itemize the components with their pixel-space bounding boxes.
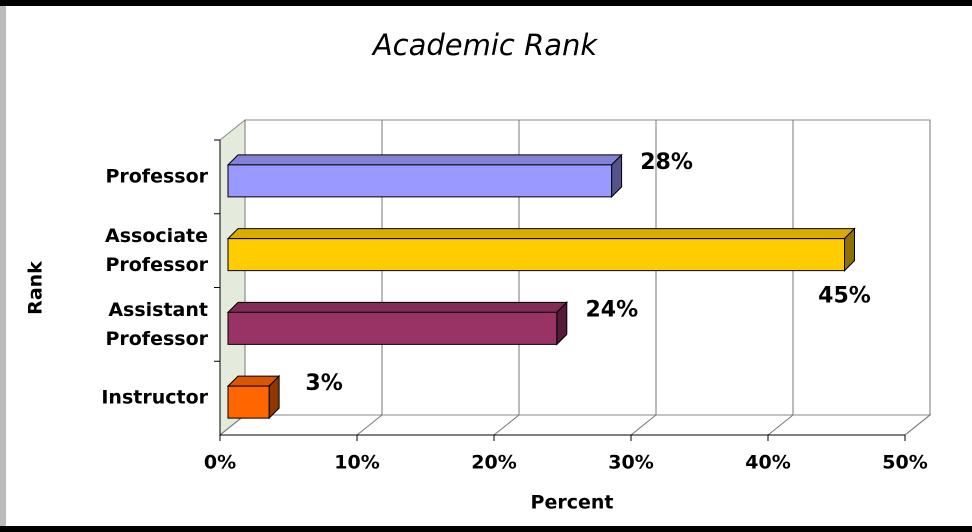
x-tick-label: 10% (334, 452, 379, 474)
bar (227, 164, 613, 198)
data-label: 3% (305, 371, 342, 396)
bar-top (226, 228, 856, 240)
floor (218, 414, 932, 436)
x-tick-label: 0% (204, 452, 236, 474)
y-tick-label: Instructor (101, 387, 208, 409)
data-label: 24% (585, 297, 638, 322)
floor-line (630, 414, 657, 436)
data-label: 45% (818, 284, 871, 309)
bar (227, 311, 558, 345)
y-tick-label: Professor (105, 165, 208, 187)
x-axis-label: Percent (531, 492, 614, 514)
left-edge (0, 6, 6, 526)
bar (227, 238, 845, 272)
data-label: 28% (640, 150, 693, 175)
y-axis-label: Rank (25, 261, 47, 315)
chart-title: Academic Rank (371, 28, 599, 62)
x-tick-label: 20% (471, 452, 516, 474)
floor-line (493, 414, 520, 436)
bar-top (226, 154, 623, 166)
bar-top (226, 301, 569, 313)
x-tick-label: 50% (882, 452, 927, 474)
floor-line (904, 414, 931, 436)
y-tick-label: Assistant Professor (105, 298, 208, 349)
floor-line (767, 414, 794, 436)
y-tick-label: Associate Professor (105, 225, 209, 276)
x-tick-label: 40% (745, 452, 790, 474)
x-tick-label: 30% (608, 452, 653, 474)
bar (227, 385, 270, 419)
floor-line (356, 414, 383, 436)
